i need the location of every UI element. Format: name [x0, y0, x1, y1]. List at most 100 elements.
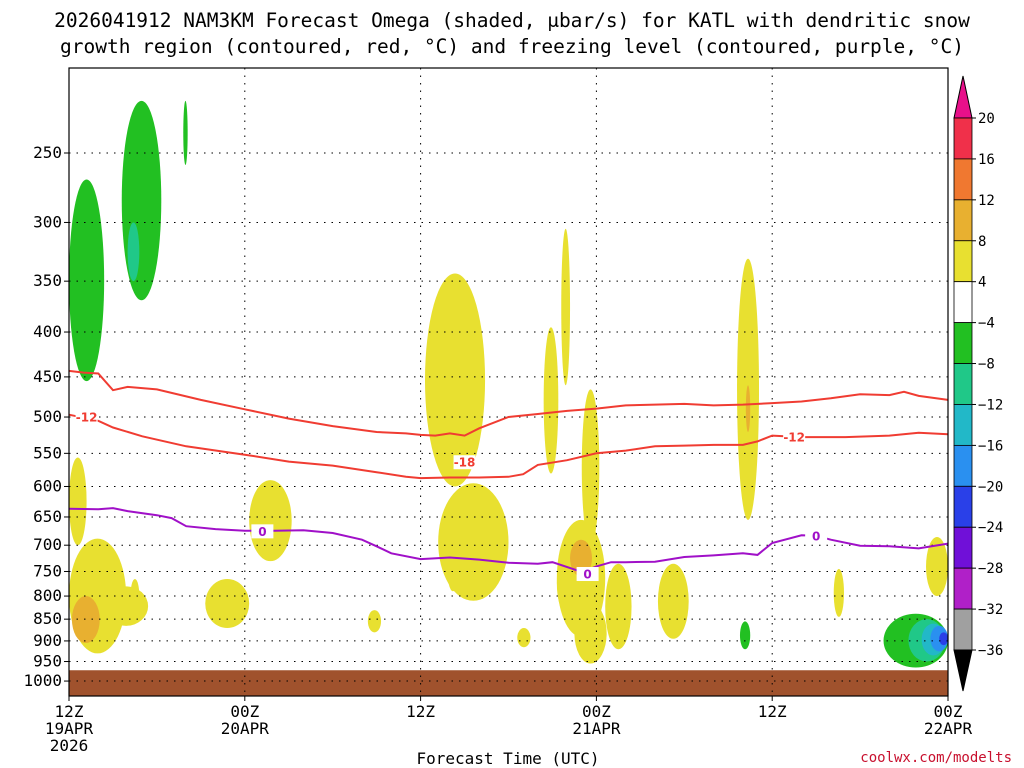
credit-text: coolwx.com/modelts	[860, 750, 1012, 766]
colorbar-label-2: 12	[978, 193, 995, 209]
colorbar-top-arrow	[953, 75, 973, 119]
contour-label-minus12-left: -12	[76, 411, 98, 425]
omega-region-24	[657, 563, 689, 639]
contour-label-zero-mid-bg	[576, 567, 599, 582]
omega-region-9	[205, 579, 250, 629]
colorbar-swatch-4	[953, 281, 973, 324]
omega-region-3	[183, 100, 188, 165]
chart-title-line-2: growth region (contoured, red, °C) and f…	[60, 35, 964, 58]
ground-fill	[69, 670, 948, 696]
omega-region-17	[561, 228, 571, 386]
y-tick-label-750: 750	[33, 561, 62, 580]
colorbar-label-5: −4	[978, 316, 995, 332]
colorbar-swatch-11	[953, 567, 973, 610]
y-tick-label-400: 400	[33, 322, 62, 341]
y-tick-label-700: 700	[33, 535, 62, 554]
y-tick-label-350: 350	[33, 271, 62, 290]
omega-region-0	[69, 179, 105, 382]
contour-label-minus18: -18	[454, 456, 476, 470]
omega-region-12	[424, 273, 486, 487]
colorbar-swatch-6	[953, 363, 973, 405]
contour-label-zero-left-bg	[251, 524, 274, 539]
y-tick-label-250: 250	[33, 143, 62, 162]
y-axis: 250 300 350 400 450 500 550 600 650 700 750 800 850 9…	[23, 143, 69, 690]
x-tick-label-60-1: 22APR	[924, 719, 973, 738]
y-tick-label-300: 300	[33, 212, 62, 231]
colorbar-label-6: −8	[978, 357, 995, 373]
colorbar-swatch-3	[953, 240, 973, 283]
y-tick-label-800: 800	[33, 586, 62, 605]
omega-region-33	[939, 632, 948, 646]
y-tick-label-650: 650	[33, 507, 62, 526]
colorbar-swatch-10	[953, 526, 973, 569]
y-tick-label-450: 450	[33, 367, 62, 386]
contour-freezing-level	[68, 507, 949, 574]
omega-region-22	[574, 603, 607, 664]
pressure-gridlines	[68, 68, 949, 696]
colorbar-label-4: 4	[978, 275, 986, 291]
x-tick-label-0-2: 2026	[50, 736, 89, 755]
omega-region-11	[367, 610, 382, 633]
omega-region-7	[104, 586, 149, 626]
y-tick-label-600: 600	[33, 476, 62, 495]
omega-region-1	[121, 100, 162, 301]
colorbar-label-10: −24	[978, 520, 1003, 536]
omega-region-27	[739, 621, 751, 650]
contour-label-minus12-right-bg	[783, 430, 806, 445]
colorbar-label-1: 16	[978, 152, 995, 168]
contour-label-zero-left: 0	[258, 525, 266, 539]
contour-label-zero-mid: 0	[583, 568, 591, 582]
omega-region-28	[833, 568, 844, 617]
contour-label-minus12-left-bg	[75, 410, 98, 425]
omega-region-14	[446, 539, 459, 592]
temperature-contours: -12 -18 -12 0 0 0	[68, 369, 949, 582]
y-tick-label-850: 850	[33, 609, 62, 628]
contour-label-minus12-right: -12	[783, 431, 805, 445]
omega-region-23	[605, 563, 632, 650]
colorbar-label-9: −20	[978, 479, 1003, 495]
colorbar-swatch-8	[953, 444, 973, 487]
x-axis-title: Forecast Time (UTC)	[416, 749, 599, 768]
chart-title-line-1: 2026041912 NAM3KM Forecast Omega (shaded…	[54, 9, 970, 32]
x-tick-label-36-0: 00Z	[582, 702, 611, 721]
omega-region-26	[745, 385, 751, 432]
colorbar-swatch-12	[953, 608, 973, 651]
colorbar-swatch-5	[953, 322, 973, 364]
omega-region-8	[130, 579, 140, 613]
colorbar-label-8: −16	[978, 438, 1003, 454]
y-tick-label-900: 900	[33, 631, 62, 650]
contour-label-zero-right: 0	[812, 529, 820, 543]
x-tick-label-48-0: 12Z	[758, 702, 787, 721]
colorbar-bottom-arrow	[953, 649, 973, 692]
omega-shaded-regions	[69, 100, 949, 668]
contour-label-minus18-bg	[453, 455, 476, 470]
x-tick-label-60-0: 00Z	[934, 702, 963, 721]
contour-minus18-lower	[68, 413, 949, 480]
colorbar-legend: 20 16 12 8 4 −4 −8 −12 −16 −20 −24 −28 −32 −36	[953, 75, 1003, 692]
x-tick-label-0-0: 12Z	[55, 702, 84, 721]
y-tick-label-1000: 1000	[23, 671, 62, 690]
colorbar-swatch-0	[953, 117, 973, 160]
omega-region-15	[517, 628, 531, 648]
x-tick-label-36-1: 21APR	[572, 719, 621, 738]
x-tick-label-12-1: 20APR	[221, 719, 270, 738]
omega-region-2	[127, 222, 140, 282]
colorbar-swatch-1	[953, 158, 973, 201]
omega-region-21	[581, 389, 600, 546]
omega-region-34	[926, 536, 948, 597]
y-tick-label-550: 550	[33, 443, 62, 462]
x-tick-label-24-0: 12Z	[406, 702, 435, 721]
colorbar-label-0: 20	[978, 111, 995, 127]
colorbar-label-12: −32	[978, 602, 1003, 618]
colorbar-label-11: −28	[978, 561, 1003, 577]
omega-region-4	[69, 457, 87, 546]
y-tick-label-950: 950	[33, 652, 62, 671]
ground-layer	[69, 670, 948, 696]
colorbar-label-13: −36	[978, 643, 1003, 659]
colorbar-swatch-9	[953, 485, 973, 528]
colorbar-label-3: 8	[978, 234, 986, 250]
omega-region-10	[249, 480, 292, 562]
omega-region-16	[543, 327, 559, 474]
